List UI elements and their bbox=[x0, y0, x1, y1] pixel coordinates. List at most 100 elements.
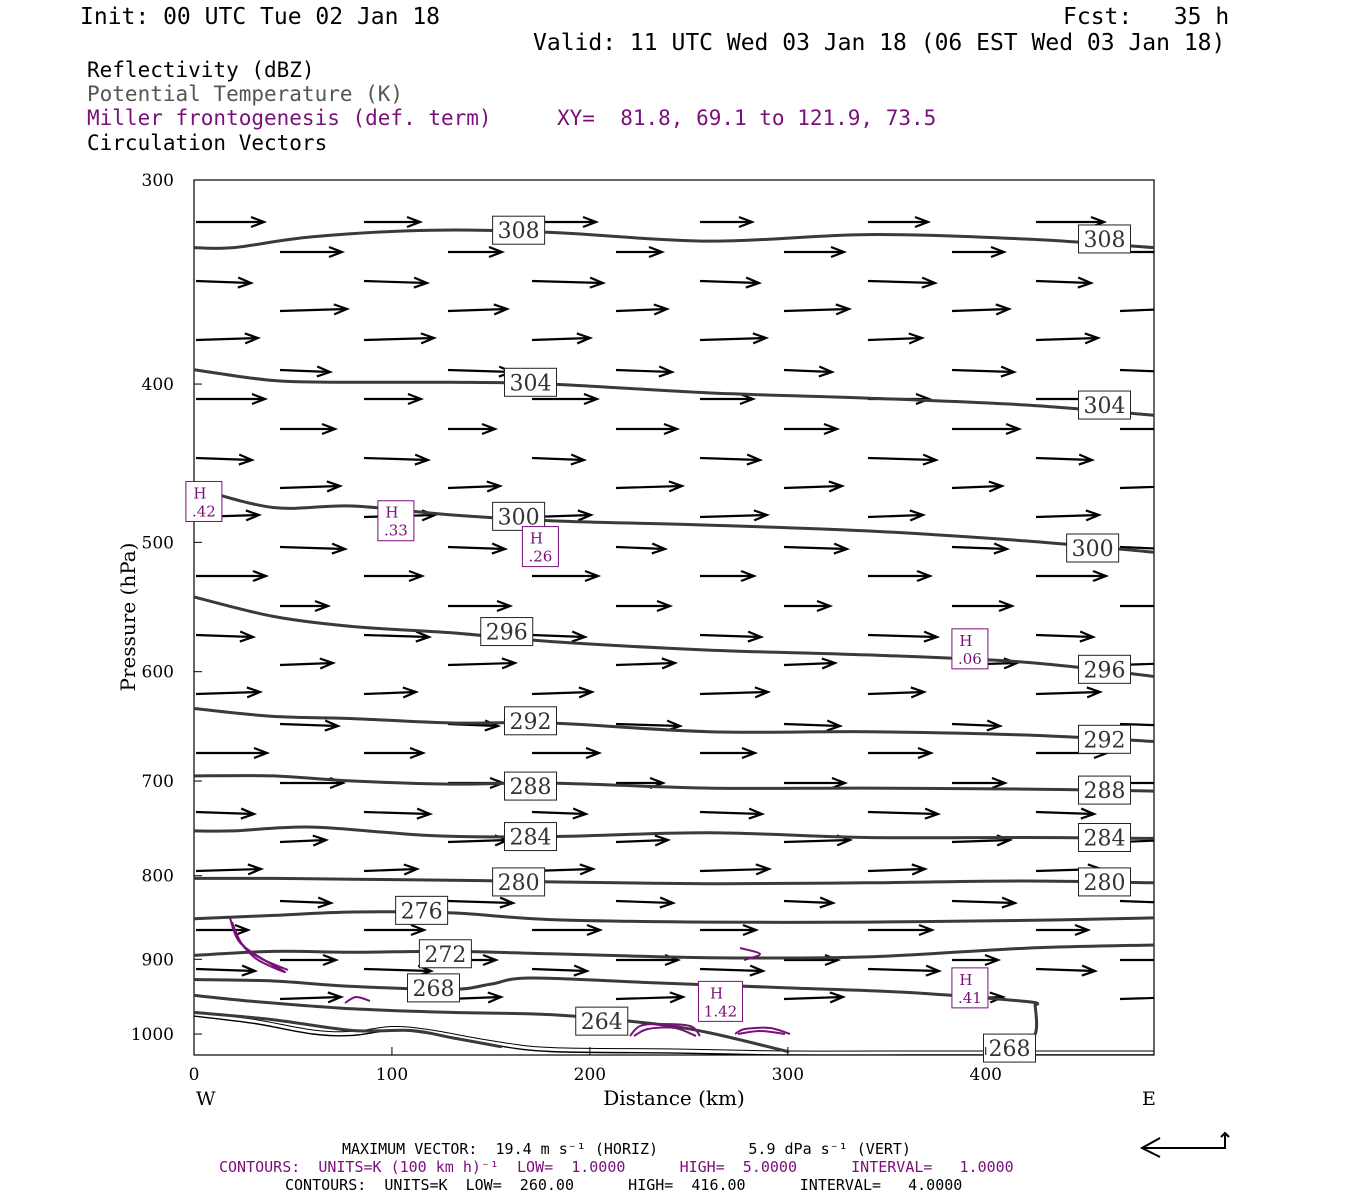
theta-contour-info: CONTOURS: UNITS=K LOW= 260.00 HIGH= 416.… bbox=[285, 1176, 963, 1194]
theta-label-box-5 bbox=[1066, 533, 1120, 563]
vector-arrow-48 bbox=[195, 686, 264, 699]
theta-contour-280-7 bbox=[194, 876, 1154, 886]
vector-arrow-37 bbox=[364, 569, 426, 583]
vector-arrow-47 bbox=[1035, 630, 1097, 643]
vector-arrow-112 bbox=[951, 480, 1006, 493]
theta-contour-284-6 bbox=[194, 825, 1154, 840]
theta-label-box-8 bbox=[503, 706, 557, 736]
vector-arrow-85 bbox=[448, 245, 506, 259]
vector-arrow-151 bbox=[447, 896, 517, 909]
vector-arrow-11 bbox=[1035, 276, 1095, 289]
x-tick-label-400: 400 bbox=[970, 1065, 1002, 1085]
y-tick-label-500: 500 bbox=[142, 533, 174, 553]
theta-label-5: 300 bbox=[1072, 537, 1114, 562]
init-time: Init: 00 UTC Tue 02 Jan 18 bbox=[80, 4, 441, 30]
vector-arrow-78 bbox=[195, 964, 259, 977]
vector-arrow-91 bbox=[447, 303, 511, 316]
vector-arrow-75 bbox=[700, 923, 760, 937]
vector-arrow-154 bbox=[951, 896, 1019, 909]
vector-arrow-81 bbox=[699, 964, 767, 977]
vector-arrow-88 bbox=[952, 245, 1008, 259]
vector-arrow-38 bbox=[532, 569, 602, 583]
terrain-line bbox=[194, 1015, 1154, 1055]
vector-arrow-9 bbox=[699, 276, 763, 289]
vector-arrow-121 bbox=[448, 599, 514, 613]
theta-label-19: 264 bbox=[581, 1010, 623, 1035]
theta-label-box-13 bbox=[1078, 822, 1132, 852]
legend-circulation-vectors: Circulation Vectors bbox=[87, 131, 328, 155]
theta-label-20: 268 bbox=[989, 1037, 1031, 1062]
maximum-h-1: H bbox=[385, 504, 398, 522]
vector-arrow-4 bbox=[868, 215, 932, 229]
theta-label-box-16 bbox=[395, 895, 449, 925]
vector-arrow-118 bbox=[951, 542, 1011, 555]
vector-arrow-77 bbox=[1036, 923, 1092, 937]
theta-contour-304-1 bbox=[194, 368, 1154, 417]
theta-label-box-2 bbox=[503, 367, 557, 397]
vector-arrow-107 bbox=[1120, 427, 1154, 431]
vector-arrow-142 bbox=[952, 776, 1009, 790]
vector-arrow-156 bbox=[280, 953, 340, 967]
vector-arrow-33 bbox=[699, 509, 771, 522]
vector-arrow-164 bbox=[615, 991, 687, 1004]
vector-arrow-128 bbox=[615, 657, 679, 670]
vector-arrow-12 bbox=[195, 332, 262, 345]
vector-arrow-34 bbox=[867, 509, 927, 522]
vector-arrow-115 bbox=[447, 542, 509, 555]
frontogenesis-contour-6 bbox=[737, 1029, 786, 1035]
theta-label-box-18 bbox=[407, 973, 461, 1003]
theta-contour-296-3 bbox=[194, 595, 1154, 678]
vector-arrow-73 bbox=[364, 923, 428, 937]
theta-label-15: 280 bbox=[1084, 871, 1126, 896]
vector-arrow-104 bbox=[616, 422, 681, 436]
maximum-value-2: .26 bbox=[528, 548, 552, 566]
vector-arrow-76 bbox=[868, 923, 936, 937]
theta-label-box-3 bbox=[1078, 390, 1132, 420]
theta-contours bbox=[194, 228, 1154, 1053]
vector-arrow-122 bbox=[616, 599, 674, 613]
frontogenesis-contour-4 bbox=[633, 1026, 697, 1037]
maximum-value-5: 1.42 bbox=[704, 1002, 737, 1020]
frontogenesis-contour-1 bbox=[231, 921, 289, 971]
vector-arrow-137 bbox=[1119, 722, 1154, 727]
theta-contour-292-4 bbox=[194, 707, 1154, 743]
y-tick-label-900: 900 bbox=[142, 950, 174, 970]
theta-label-16: 276 bbox=[401, 899, 443, 924]
vector-arrow-103 bbox=[448, 422, 499, 436]
vector-arrow-98 bbox=[615, 365, 676, 378]
theta-label-8: 292 bbox=[509, 710, 551, 735]
vector-arrow-69 bbox=[699, 863, 773, 876]
theta-label-box-10 bbox=[503, 771, 557, 801]
vector-arrow-144 bbox=[279, 834, 330, 847]
theta-label-box-17 bbox=[418, 939, 472, 969]
vector-arrow-82 bbox=[867, 964, 943, 977]
vector-arrow-13 bbox=[363, 332, 438, 345]
vector-arrow-25 bbox=[363, 453, 432, 466]
vector-arrow-86 bbox=[616, 245, 666, 259]
y-tick-label-400: 400 bbox=[142, 375, 174, 395]
legend-reflectivity: Reflectivity (dBZ) bbox=[87, 58, 315, 82]
theta-label-9: 292 bbox=[1084, 728, 1126, 753]
vector-arrow-26 bbox=[531, 453, 588, 466]
maximum-box-0 bbox=[185, 480, 223, 522]
vector-arrow-123 bbox=[784, 599, 834, 613]
theta-label-3: 304 bbox=[1084, 394, 1126, 419]
forecast-hour: Fcst: 35 h bbox=[1063, 4, 1230, 30]
vector-arrow-90 bbox=[279, 303, 351, 316]
theta-label-11: 288 bbox=[1084, 779, 1126, 804]
y-tick-label-1000: 1000 bbox=[131, 1025, 174, 1045]
vector-arrow-17 bbox=[1035, 332, 1102, 345]
theta-contour-300-2 bbox=[194, 486, 1154, 554]
vector-arrow-111 bbox=[783, 480, 846, 493]
vector-arrow-141 bbox=[784, 776, 849, 790]
maximum-box-4 bbox=[951, 967, 989, 1009]
maximum-box-5 bbox=[698, 980, 744, 1022]
vector-arrow-136 bbox=[951, 719, 1004, 732]
theta-label-box-20 bbox=[983, 1033, 1037, 1063]
legend-frontogenesis: Miller frontogenesis (def. term) bbox=[87, 106, 492, 130]
vector-arrow-97 bbox=[447, 365, 516, 378]
vector-arrow-165 bbox=[783, 991, 847, 1004]
frontogenesis-contour-3 bbox=[629, 1023, 701, 1037]
theta-contour-276-8 bbox=[194, 910, 1154, 924]
